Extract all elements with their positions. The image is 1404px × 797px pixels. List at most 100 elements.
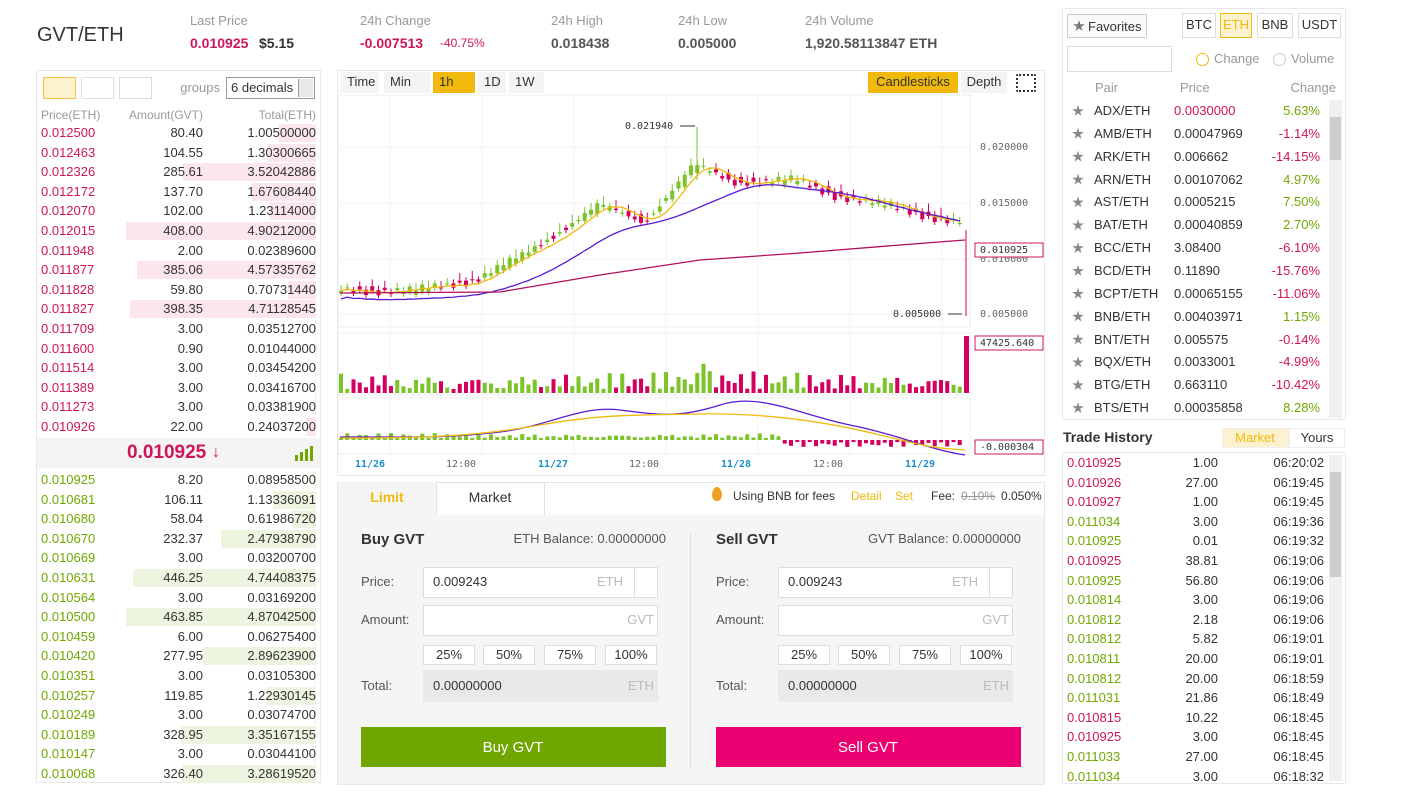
percent-button[interactable] <box>838 645 890 665</box>
favorites-label[interactable]: Favorites <box>1088 19 1142 34</box>
column-header[interactable]: Price <box>1180 80 1210 95</box>
star-icon[interactable] <box>1072 242 1084 254</box>
percent-label[interactable]: 100% <box>969 647 1003 662</box>
interval-label[interactable]: Min <box>390 74 411 89</box>
quote-label[interactable]: USDT <box>1301 17 1338 32</box>
star-icon[interactable] <box>1072 150 1084 162</box>
interval-label[interactable]: 1h <box>439 74 454 89</box>
star-icon[interactable] <box>1072 105 1084 116</box>
interval-button[interactable] <box>478 72 506 93</box>
percent-button[interactable] <box>960 645 1012 665</box>
percent-label[interactable]: 50% <box>495 647 523 662</box>
view-button[interactable] <box>961 72 1007 93</box>
scroll-thumb[interactable] <box>1330 472 1341 577</box>
quote-label[interactable]: ETH <box>1223 17 1249 32</box>
pair-cell[interactable]: BNT/ETH <box>1094 331 1150 347</box>
interval-button[interactable] <box>433 72 475 93</box>
view-label[interactable]: Depth <box>966 74 1002 89</box>
star-icon[interactable] <box>1072 264 1084 276</box>
view-button[interactable] <box>868 72 958 93</box>
percent-label[interactable]: 25% <box>790 647 818 662</box>
quote-label[interactable]: BTC <box>1186 17 1212 32</box>
star-icon[interactable] <box>1072 333 1084 345</box>
percent-button[interactable] <box>605 645 657 665</box>
mode-label[interactable]: Change <box>1214 51 1260 66</box>
pair-cell[interactable]: BTS/ETH <box>1094 400 1149 416</box>
percent-button[interactable] <box>423 645 475 665</box>
percent-button[interactable] <box>483 645 535 665</box>
star-icon[interactable] <box>1072 196 1084 208</box>
fullscreen-button[interactable] <box>1016 74 1036 92</box>
price-input[interactable] <box>778 567 1013 598</box>
pair-cell[interactable]: ARK/ETH <box>1094 148 1151 164</box>
search-input[interactable] <box>1067 46 1172 72</box>
view-label[interactable]: Candlesticks <box>876 74 950 89</box>
star-icon[interactable] <box>1072 127 1084 139</box>
pair-cell[interactable]: AST/ETH <box>1094 194 1149 210</box>
percent-label[interactable]: 25% <box>435 647 463 662</box>
column-header[interactable]: Change <box>1290 80 1336 95</box>
mode-radio[interactable] <box>1196 53 1209 66</box>
scroll-thumb[interactable] <box>1330 117 1341 160</box>
quote-tab[interactable] <box>1220 13 1252 38</box>
pair-cell[interactable]: BCC/ETH <box>1094 240 1152 256</box>
star-icon[interactable] <box>1072 379 1084 391</box>
tab-label[interactable]: Limit <box>370 489 404 505</box>
pair-cell[interactable]: BAT/ETH <box>1094 217 1148 233</box>
tab-label[interactable]: Market <box>1235 430 1275 445</box>
submit-button[interactable] <box>361 727 666 767</box>
history-tab[interactable] <box>1289 428 1345 448</box>
interval-button[interactable] <box>384 72 430 93</box>
star-icon[interactable] <box>1072 219 1084 231</box>
depth-mode-button[interactable] <box>119 77 152 99</box>
interval-label[interactable]: 1D <box>484 74 501 89</box>
submit-button[interactable] <box>716 727 1021 767</box>
set-link[interactable]: Set <box>895 489 914 503</box>
pair-cell[interactable]: BCPT/ETH <box>1094 285 1159 301</box>
interval-label[interactable]: 1W <box>515 74 535 89</box>
decimals-select[interactable] <box>226 77 315 99</box>
quote-tab[interactable] <box>1182 13 1216 38</box>
interval-label[interactable]: Time <box>347 74 376 89</box>
star-icon[interactable] <box>1072 356 1084 368</box>
spinner[interactable] <box>989 567 1013 598</box>
percent-button[interactable] <box>544 645 596 665</box>
mode-label[interactable]: Volume <box>1291 51 1335 66</box>
star-icon[interactable] <box>1072 173 1084 185</box>
tab-label[interactable]: Market <box>468 489 512 505</box>
pair-cell[interactable]: BQX/ETH <box>1094 354 1152 370</box>
percent-button[interactable] <box>899 645 951 665</box>
submit-label[interactable]: Sell GVT <box>837 739 898 756</box>
interval-button[interactable] <box>341 72 379 93</box>
amount-input[interactable] <box>778 605 1013 636</box>
percent-label[interactable]: 75% <box>911 647 939 662</box>
mode-radio[interactable] <box>1273 53 1286 66</box>
interval-button[interactable] <box>509 72 544 93</box>
tab-market[interactable] <box>436 482 545 515</box>
star-icon[interactable] <box>1072 402 1084 413</box>
pair-cell[interactable]: AMB/ETH <box>1094 125 1152 141</box>
submit-label[interactable]: Buy GVT <box>482 739 544 756</box>
amount-input[interactable] <box>423 605 658 636</box>
star-icon[interactable] <box>1072 310 1084 322</box>
price-input[interactable] <box>423 567 658 598</box>
pair-cell[interactable]: BNB/ETH <box>1094 308 1151 324</box>
pair-cell[interactable]: BCD/ETH <box>1094 262 1152 278</box>
percent-button[interactable] <box>778 645 830 665</box>
history-tab[interactable] <box>1222 428 1289 448</box>
percent-label[interactable]: 100% <box>614 647 648 662</box>
pair-cell[interactable]: ADX/ETH <box>1094 103 1151 118</box>
detail-link[interactable]: Detail <box>851 489 882 503</box>
star-icon[interactable] <box>1072 287 1084 299</box>
percent-label[interactable]: 75% <box>556 647 584 662</box>
tab-label[interactable]: Yours <box>1300 430 1334 445</box>
depth-mode-button[interactable] <box>81 77 114 99</box>
quote-label[interactable]: BNB <box>1261 17 1289 32</box>
quote-tab[interactable] <box>1257 13 1293 38</box>
column-header[interactable]: Pair <box>1095 80 1119 95</box>
percent-label[interactable]: 50% <box>850 647 878 662</box>
depth-mode-button[interactable] <box>43 77 76 99</box>
quote-tab[interactable] <box>1298 13 1341 38</box>
pair-cell[interactable]: BTG/ETH <box>1094 377 1151 393</box>
pair-cell[interactable]: ARN/ETH <box>1094 171 1152 187</box>
